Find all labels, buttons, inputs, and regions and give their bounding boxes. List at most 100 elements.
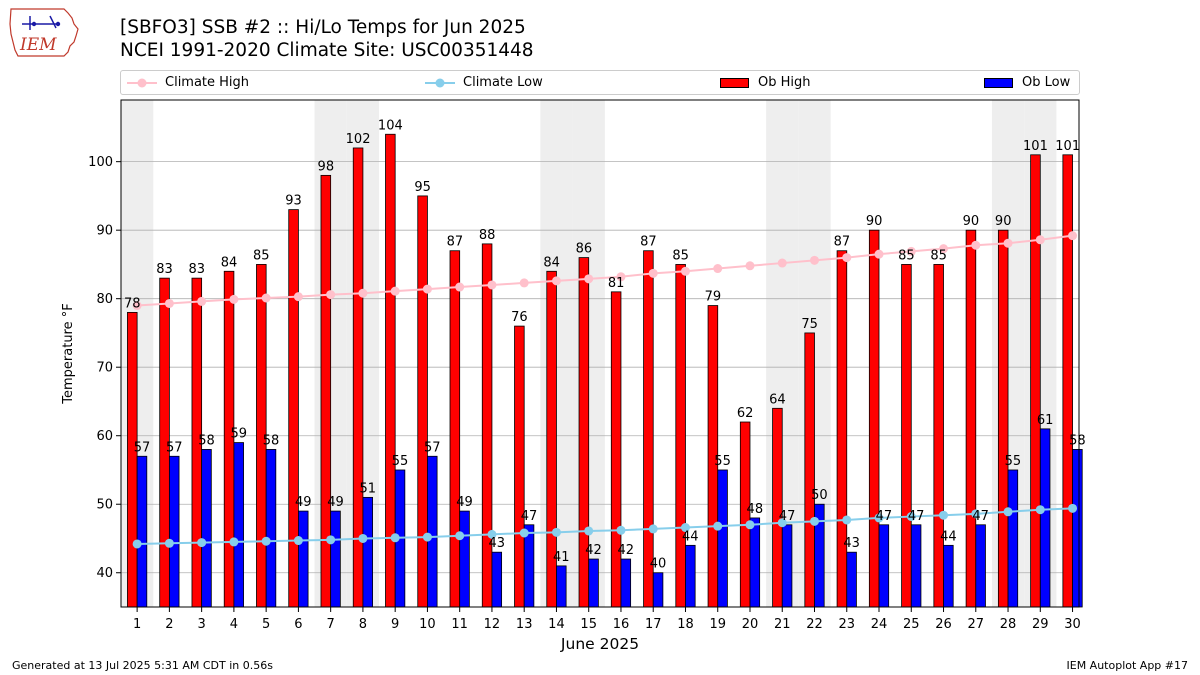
ob-low-value-label: 57: [166, 440, 183, 455]
x-tick-label: 29: [1032, 617, 1049, 632]
legend-climate-low: Climate Low: [425, 71, 543, 94]
ob-high-value-label: 64: [769, 392, 786, 407]
x-tick-label: 16: [613, 617, 630, 632]
ob-high-bar: [804, 332, 815, 608]
ob-high-value-label: 83: [189, 262, 206, 277]
climate-high-point: [648, 268, 658, 278]
x-axis-label: June 2025: [560, 635, 639, 653]
x-tick-label: 23: [838, 617, 855, 632]
climate-high-point: [713, 264, 723, 274]
ob-low-bar: [1039, 428, 1051, 608]
climate-low-point: [422, 532, 432, 542]
ob-high-value-label: 98: [318, 159, 335, 174]
ob-high-bar: [449, 250, 461, 608]
logo-text: IEM: [19, 35, 57, 55]
ob-low-bar: [652, 572, 664, 608]
ob-low-value-label: 59: [230, 427, 247, 442]
legend-ob-low-label: Ob Low: [1022, 75, 1071, 90]
ob-low-value-label: 42: [618, 543, 635, 558]
climate-high-point: [229, 294, 239, 304]
y-tick-label: 70: [96, 361, 113, 376]
iem-logo: IEM: [9, 8, 79, 57]
climate-low-point: [777, 518, 787, 528]
ob-high-value-label: 84: [221, 255, 238, 270]
ob-high-bar: [1062, 154, 1073, 608]
climate-low-point: [455, 531, 465, 541]
climate-low-point: [584, 526, 594, 536]
ob-low-value-label: 40: [650, 557, 667, 572]
y-tick-label: 100: [88, 155, 113, 170]
climate-low-point: [164, 538, 174, 548]
ob-low-bar: [265, 449, 277, 608]
climate-low-point: [842, 515, 852, 525]
ob-high-value-label: 90: [995, 214, 1012, 229]
x-tick-label: 25: [903, 617, 920, 632]
x-tick-label: 14: [548, 617, 565, 632]
ob-low-value-label: 49: [327, 495, 344, 510]
ob-high-bar: [675, 264, 686, 608]
ob-high-bar: [610, 291, 622, 608]
ob-high-value-label: 90: [963, 214, 980, 229]
ob-low-value-label: 51: [359, 481, 376, 496]
x-tick-label: 7: [327, 617, 335, 632]
ob-low-bar: [910, 524, 922, 608]
climate-low-point: [648, 524, 658, 534]
legend-climate-low-label: Climate Low: [463, 75, 543, 90]
ob-high-value-label: 104: [378, 118, 403, 133]
climate-high-point: [680, 266, 690, 276]
ob-low-value-label: 47: [521, 509, 538, 524]
climate-high-point: [551, 276, 561, 286]
ob-low-bar: [943, 544, 954, 608]
y-tick-label: 80: [96, 292, 113, 307]
climate-low-point: [1035, 505, 1045, 515]
x-tick-label: 30: [1064, 617, 1081, 632]
ob-high-bar: [901, 264, 912, 608]
ob-low-value-label: 55: [714, 454, 731, 469]
ob-high-value-label: 85: [930, 248, 947, 263]
ob-low-bar: [620, 558, 632, 608]
ob-low-bar: [846, 551, 857, 608]
ob-high-value-label: 95: [414, 180, 431, 195]
climate-high-point: [584, 274, 594, 284]
ob-low-bar: [362, 496, 373, 608]
ob-low-value-label: 43: [489, 536, 506, 551]
climate-high-point: [810, 255, 820, 265]
climate-high-point: [422, 284, 432, 294]
climate-high-point: [326, 290, 336, 300]
legend: Climate High Climate Low Ob High Ob Low: [120, 70, 1080, 95]
ob-high-bar: [933, 264, 944, 608]
climate-high-point: [616, 272, 626, 282]
climate-low-line: [137, 507, 1073, 545]
climate-high-point: [906, 246, 916, 256]
ob-high-value-label: 88: [479, 228, 496, 243]
ob-low-bar: [685, 544, 696, 608]
ob-high-value-label: 85: [672, 248, 689, 263]
climate-low-point: [680, 523, 690, 533]
climate-low-point: [874, 513, 884, 523]
ob-low-bar: [298, 510, 309, 608]
x-tick-label: 3: [197, 617, 205, 632]
x-tick-label: 21: [774, 617, 791, 632]
x-tick-label: 2: [165, 617, 173, 632]
climate-high-point: [358, 288, 368, 298]
x-tick-label: 4: [230, 617, 238, 632]
x-tick-label: 19: [709, 617, 726, 632]
climate-high-point: [874, 249, 884, 259]
ob-high-value-label: 78: [124, 296, 141, 311]
x-tick-label: 5: [262, 617, 270, 632]
ob-high-value-label: 85: [898, 248, 915, 263]
climate-high-point: [777, 258, 787, 268]
ob-low-bar: [781, 524, 793, 608]
ob-low-value-label: 41: [553, 550, 570, 565]
climate-high-point: [1068, 231, 1078, 241]
ob-low-bar: [491, 551, 503, 608]
ob-high-value-label: 83: [156, 262, 173, 277]
ob-high-bar: [288, 209, 299, 608]
chart-title: [SBFO3] SSB #2 :: Hi/Lo Temps for Jun 20…: [120, 17, 526, 38]
climate-high-point: [390, 286, 400, 296]
ob-low-value-label: 47: [876, 509, 893, 524]
ob-high-value-label: 79: [705, 290, 722, 305]
ob-low-bar: [878, 524, 890, 608]
climate-high-point: [939, 244, 949, 254]
ob-low-bar: [556, 565, 567, 608]
